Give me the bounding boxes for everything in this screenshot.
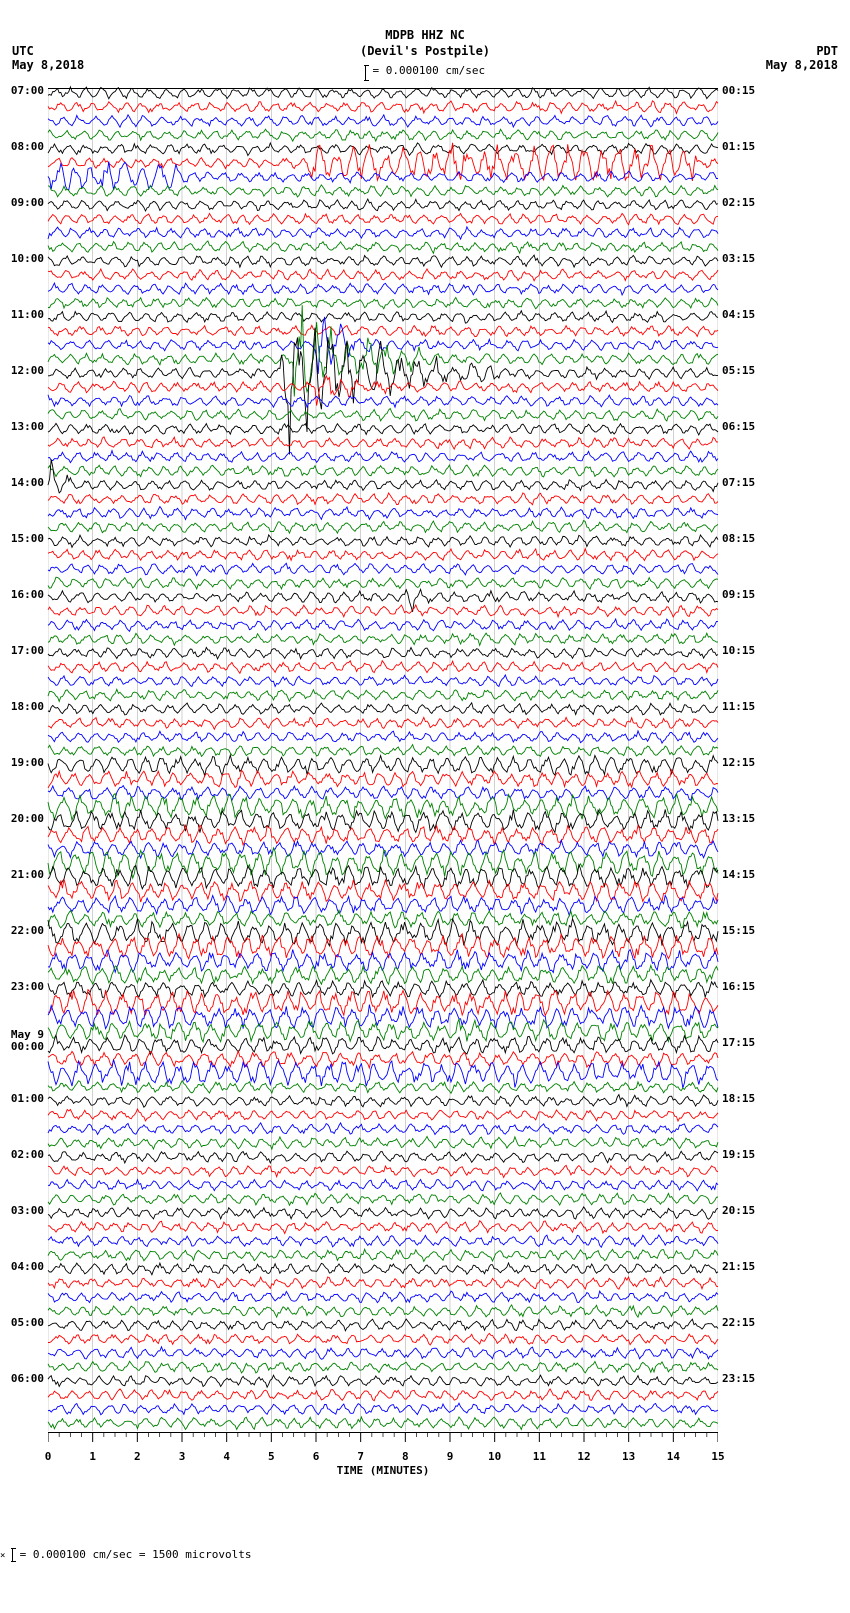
left-time-label: 01:00 (4, 1092, 44, 1105)
left-time-label: 21:00 (4, 868, 44, 881)
x-tick-label: 13 (619, 1450, 639, 1463)
left-time-label: 13:00 (4, 420, 44, 433)
x-tick-label: 9 (440, 1450, 460, 1463)
right-time-label: 16:15 (722, 980, 782, 993)
left-time-label: 11:00 (4, 308, 44, 321)
trace-row (48, 1383, 718, 1463)
x-axis-title: TIME (MINUTES) (48, 1464, 718, 1477)
right-time-label: 15:15 (722, 924, 782, 937)
x-tick-label: 2 (127, 1450, 147, 1463)
right-time-label: 21:15 (722, 1260, 782, 1273)
right-time-label: 10:15 (722, 644, 782, 657)
x-tick-label: 11 (529, 1450, 549, 1463)
left-time-label: 09:00 (4, 196, 44, 209)
x-tick-label: 6 (306, 1450, 326, 1463)
left-time-label: 00:00 (4, 1040, 44, 1053)
right-time-label: 06:15 (722, 420, 782, 433)
left-time-label: 05:00 (4, 1316, 44, 1329)
x-tick-label: 12 (574, 1450, 594, 1463)
left-time-label: 17:00 (4, 644, 44, 657)
right-time-label: 20:15 (722, 1204, 782, 1217)
right-time-label: 00:15 (722, 84, 782, 97)
right-time-label: 03:15 (722, 252, 782, 265)
left-time-label: 22:00 (4, 924, 44, 937)
left-time-label: 02:00 (4, 1148, 44, 1161)
left-time-label: 16:00 (4, 588, 44, 601)
x-tick-label: 7 (351, 1450, 371, 1463)
footer-scale: × = 0.000100 cm/sec = 1500 microvolts (0, 1548, 251, 1561)
left-time-label: 03:00 (4, 1204, 44, 1217)
right-time-label: 22:15 (722, 1316, 782, 1329)
left-time-label: 19:00 (4, 756, 44, 769)
tz-right-label: PDT (816, 44, 838, 58)
right-time-label: 09:15 (722, 588, 782, 601)
x-tick-label: 0 (38, 1450, 58, 1463)
left-time-label: 23:00 (4, 980, 44, 993)
right-time-label: 07:15 (722, 476, 782, 489)
right-time-label: 01:15 (722, 140, 782, 153)
x-tick-label: 3 (172, 1450, 192, 1463)
right-time-label: 08:15 (722, 532, 782, 545)
right-time-label: 19:15 (722, 1148, 782, 1161)
seismogram-container: MDPB HHZ NC (Devil's Postpile) = 0.00010… (0, 0, 850, 1613)
right-time-label: 11:15 (722, 700, 782, 713)
left-time-label: 14:00 (4, 476, 44, 489)
left-time-label: 04:00 (4, 1260, 44, 1273)
left-time-label: 18:00 (4, 700, 44, 713)
x-tick-label: 5 (261, 1450, 281, 1463)
right-time-label: 05:15 (722, 364, 782, 377)
footer-text: = 0.000100 cm/sec = 1500 microvolts (20, 1548, 252, 1561)
tz-left-label: UTC (12, 44, 34, 58)
x-tick-label: 15 (708, 1450, 728, 1463)
x-tick-label: 10 (485, 1450, 505, 1463)
date-right-label: May 8,2018 (766, 58, 838, 72)
x-tick-label: 4 (217, 1450, 237, 1463)
right-time-label: 02:15 (722, 196, 782, 209)
right-time-label: 17:15 (722, 1036, 782, 1049)
station-code: MDPB HHZ NC (0, 28, 850, 42)
right-time-label: 13:15 (722, 812, 782, 825)
left-time-label: 15:00 (4, 532, 44, 545)
x-tick-label: 14 (663, 1450, 683, 1463)
left-time-label: 10:00 (4, 252, 44, 265)
right-time-label: 12:15 (722, 756, 782, 769)
left-time-label: 20:00 (4, 812, 44, 825)
right-time-label: 04:15 (722, 308, 782, 321)
left-time-label: 06:00 (4, 1372, 44, 1385)
left-time-label: 08:00 (4, 140, 44, 153)
x-tick-label: 8 (395, 1450, 415, 1463)
left-time-label: 07:00 (4, 84, 44, 97)
right-time-label: 23:15 (722, 1372, 782, 1385)
seismogram-plot-area (48, 88, 718, 1431)
right-time-label: 18:15 (722, 1092, 782, 1105)
x-tick-label: 1 (83, 1450, 103, 1463)
right-time-label: 14:15 (722, 868, 782, 881)
left-time-label: 12:00 (4, 364, 44, 377)
